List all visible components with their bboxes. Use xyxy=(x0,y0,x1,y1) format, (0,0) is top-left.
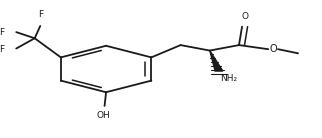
Text: F: F xyxy=(0,28,4,37)
Polygon shape xyxy=(210,51,223,71)
Text: F: F xyxy=(0,45,4,54)
Text: F: F xyxy=(38,10,43,19)
Text: O: O xyxy=(270,44,277,54)
Text: OH: OH xyxy=(96,111,110,120)
Text: O: O xyxy=(241,11,248,21)
Text: NH₂: NH₂ xyxy=(221,75,238,83)
